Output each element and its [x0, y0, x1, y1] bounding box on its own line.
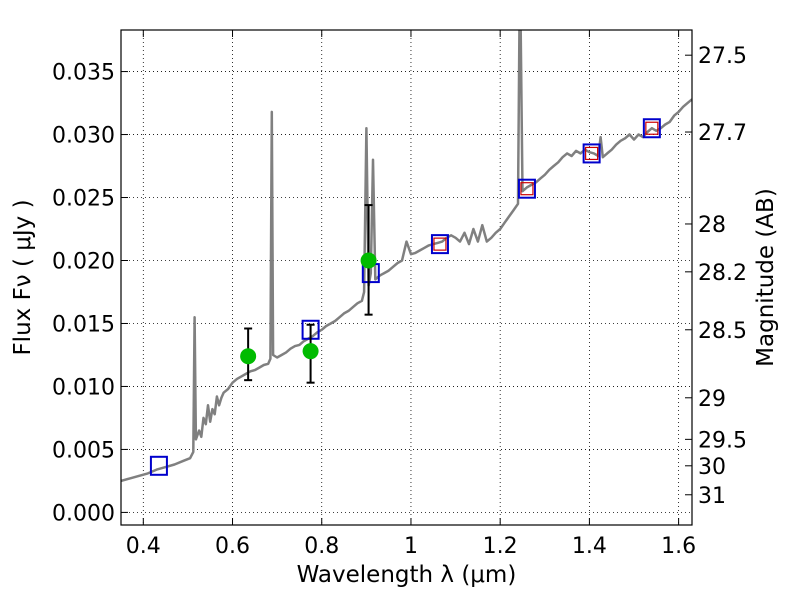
plot-area: [121, 30, 692, 483]
x-tick-label: 0.6: [215, 534, 250, 559]
model-point-red: [433, 237, 447, 251]
y-tick-label: 0.010: [52, 375, 115, 400]
model-point-blue: [430, 234, 449, 255]
right-tick-label: 28: [698, 213, 726, 238]
model-point-blue: [517, 178, 536, 199]
axes-frame: [120, 29, 693, 526]
right-tick-label: 31: [698, 484, 726, 509]
x-axis-label: Wavelength λ (μm): [297, 562, 517, 588]
model-point-blue: [582, 143, 601, 164]
y-tick-label: 0.030: [52, 124, 115, 149]
plot-content: [121, 30, 692, 483]
spectrum-line: [121, 30, 692, 483]
y-tick-label: 0.005: [52, 438, 115, 463]
right-tick-label: 28.2: [698, 261, 747, 286]
right-tick-label: 27.5: [698, 44, 747, 69]
grid-lines: [121, 30, 692, 525]
x-tick-label: 0.8: [304, 534, 339, 559]
model-point-red: [585, 146, 599, 161]
y-tick-label: 0.020: [52, 249, 115, 274]
observed-point: [360, 252, 377, 269]
right-tick-label: 28.5: [698, 319, 747, 344]
x-tick-label: 1.2: [483, 534, 518, 559]
x-tick-label: 1: [404, 534, 418, 559]
right-tick-label: 27.7: [698, 121, 747, 146]
model-point-blue: [642, 118, 661, 139]
x-tick-label: 1.4: [572, 534, 607, 559]
y-tick-label: 0.015: [52, 312, 115, 337]
right-axis-label: Magnitude (AB): [753, 188, 779, 367]
model-point-red: [520, 182, 534, 196]
y-tick-label: 0.025: [52, 187, 115, 212]
y-axis-label: Flux Fν ( μJy ): [10, 199, 36, 355]
observed-point: [240, 348, 257, 365]
model-point-blue: [149, 455, 168, 476]
right-tick-label: 29: [698, 387, 726, 412]
model-point-red: [645, 121, 659, 135]
y-tick-label: 0.000: [52, 501, 115, 526]
right-tick-label: 29.5: [698, 428, 747, 453]
x-tick-label: 0.4: [126, 534, 161, 559]
x-tick-label: 1.6: [661, 534, 696, 559]
y-tick-label: 0.035: [52, 61, 115, 86]
observed-point: [302, 343, 319, 360]
axis-ticks: 0.4 0.6 0.8 1 1.2 1.4 1.6 0.000 0.005 0.010 0.015 0…: [52, 30, 747, 559]
right-tick-label: 30: [698, 455, 726, 480]
